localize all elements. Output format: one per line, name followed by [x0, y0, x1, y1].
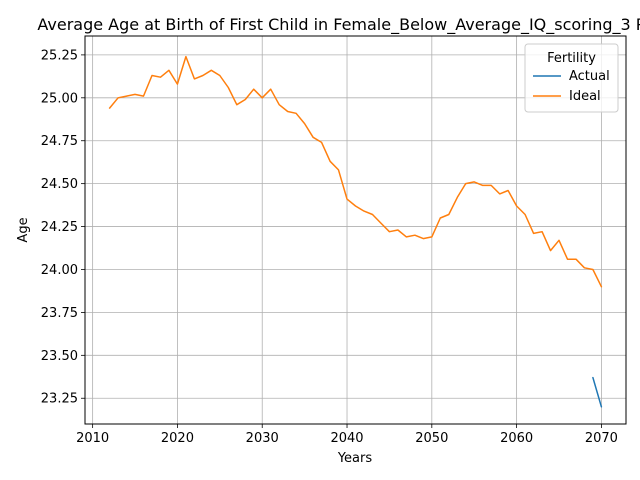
y-tick-label: 24.00	[41, 263, 78, 278]
y-tick-label: 23.75	[41, 306, 78, 321]
y-tick-label: 23.25	[41, 392, 78, 407]
x-tick-label: 2060	[500, 431, 533, 446]
x-tick-label: 2010	[76, 431, 109, 446]
x-tick-label: 2070	[585, 431, 618, 446]
y-tick-label: 24.75	[41, 134, 78, 149]
y-tick-label: 25.25	[41, 48, 78, 63]
chart-title: Average Age at Birth of First Child in F…	[37, 15, 640, 35]
y-tick-label: 24.25	[41, 220, 78, 235]
legend: Fertility Actual Ideal	[525, 44, 618, 112]
x-tick-label: 2040	[330, 431, 363, 446]
series-line-actual	[593, 378, 602, 407]
x-tick-label: 2030	[246, 431, 279, 446]
y-tick-label: 23.50	[41, 349, 78, 364]
x-tick-label: 2050	[415, 431, 448, 446]
x-tick-label: 2020	[161, 431, 194, 446]
y-tick-label: 24.50	[41, 177, 78, 192]
legend-label-ideal: Ideal	[569, 89, 601, 104]
y-tick-label: 25.00	[41, 91, 78, 106]
legend-title: Fertility	[547, 51, 596, 66]
y-axis-ticks: 23.25 23.50 23.75 24.00 24.25 24.50 24.75 25.00…	[41, 48, 85, 406]
legend-label-actual: Actual	[569, 69, 610, 84]
x-axis-ticks: 2010 2020 2030 2040 2050 2060 2070	[76, 424, 618, 446]
y-axis-label: Age	[16, 217, 31, 242]
x-axis-label: Years	[337, 451, 373, 466]
